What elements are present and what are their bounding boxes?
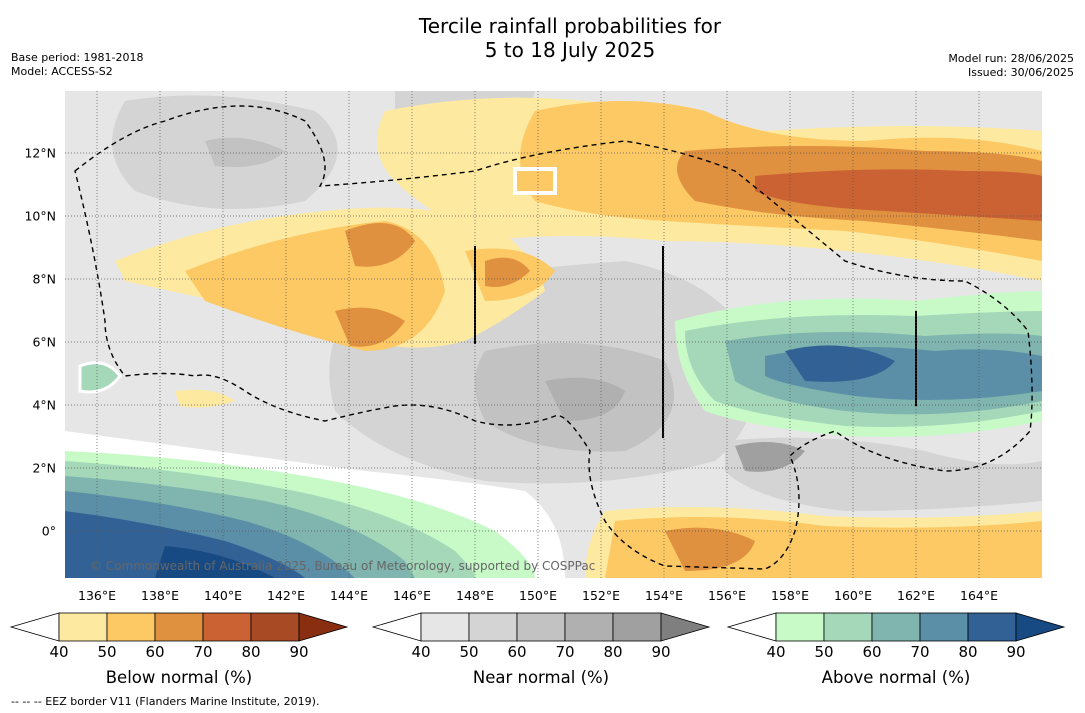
- lon-label-164: 164°E: [959, 588, 999, 603]
- colorbar-segment: [823, 612, 873, 642]
- above-normal-80-southwest: [65, 511, 305, 578]
- below-normal-patch: [513, 167, 557, 195]
- lat-label-0: 0°: [41, 523, 56, 539]
- near-normal-70-central: [545, 377, 625, 421]
- near-normal-60-north: [205, 137, 285, 167]
- above-normal-small-west: [78, 361, 122, 394]
- eez-footnote: -- -- -- EEZ border V11 (Flanders Marine…: [11, 695, 320, 708]
- lon-label-146: 146°E: [392, 588, 432, 603]
- cb1-tick-80: 80: [603, 643, 623, 661]
- lon-label-140: 140°E: [203, 588, 243, 603]
- colorbar-extend-high: [1015, 612, 1066, 642]
- cb0-tick-70: 70: [193, 643, 213, 661]
- colorbar-segment: [58, 612, 108, 642]
- lat-label-10n: 10°N: [24, 208, 56, 224]
- cb2-tick-40: 40: [766, 643, 786, 661]
- above-normal-80-east: [785, 345, 895, 382]
- below-normal-60-west-a: [345, 223, 415, 267]
- colorbar-segment: [919, 612, 969, 642]
- lat-label-4n: 4°N: [32, 397, 56, 413]
- model-name: Model: ACCESS-S2: [11, 65, 113, 78]
- cb1-tick-90: 90: [651, 643, 671, 661]
- model-run: Model run: 28/06/2025: [948, 52, 1074, 65]
- below-normal-60-west-b: [335, 307, 405, 347]
- cb0-tick-50: 50: [97, 643, 117, 661]
- colorbar-segment: [871, 612, 921, 642]
- below-normal-label: Below normal (%): [105, 668, 253, 687]
- lon-label-154: 154°E: [644, 588, 684, 603]
- below-normal-40-small: [175, 389, 235, 408]
- near-normal-50-southeast: [725, 437, 1042, 511]
- cb0-tick-80: 80: [241, 643, 261, 661]
- lon-label-162: 162°E: [896, 588, 936, 603]
- copyright-text: © Commonwealth of Australia 2025, Bureau…: [90, 559, 595, 573]
- colorbar-segment: [468, 612, 518, 642]
- colorbar-segment: [106, 612, 156, 642]
- near-normal-80-southeast: [735, 442, 805, 472]
- cb1-tick-50: 50: [459, 643, 479, 661]
- colorbar-segment: [516, 612, 566, 642]
- colorbar-segment: [612, 612, 662, 642]
- cb2-tick-50: 50: [814, 643, 834, 661]
- lon-label-158: 158°E: [770, 588, 810, 603]
- colorbar-legends: [9, 612, 1066, 642]
- issued-date: Issued: 30/06/2025: [967, 66, 1074, 79]
- cb2-tick-70: 70: [910, 643, 930, 661]
- above-normal-label: Above normal (%): [821, 668, 971, 687]
- lon-label-152: 152°E: [581, 588, 621, 603]
- colorbar-segment: [564, 612, 614, 642]
- colorbar-segment: [420, 612, 470, 642]
- meta-right: Model run: 28/06/2025 Issued: 30/06/2025: [948, 52, 1074, 80]
- map-title: Tercile rainfall probabilities for 5 to …: [0, 14, 1085, 62]
- below-normal-70-north-band: [755, 169, 1042, 221]
- colorbar-segment: [154, 612, 204, 642]
- title-line-1: Tercile rainfall probabilities for: [418, 14, 722, 38]
- cb2-tick-80: 80: [958, 643, 978, 661]
- colorbar-near-normal: [371, 612, 711, 642]
- graticule: [65, 91, 1042, 578]
- lat-label-2n: 2°N: [32, 460, 56, 476]
- lon-label-144: 144°E: [329, 588, 369, 603]
- colorbar-extend-high: [298, 612, 349, 642]
- cb2-tick-60: 60: [862, 643, 882, 661]
- colorbar-segment: [775, 612, 825, 642]
- below-normal-60-center: [485, 257, 530, 287]
- colorbar-extend-low: [9, 612, 60, 642]
- lat-label-8n: 8°N: [32, 271, 56, 287]
- colorbar-above-normal: [726, 612, 1066, 642]
- lon-label-142: 142°E: [266, 588, 306, 603]
- lat-label-12n: 12°N: [24, 145, 56, 161]
- lon-label-138: 138°E: [140, 588, 180, 603]
- colorbar-extend-low: [726, 612, 777, 642]
- eez-border-line: [74, 105, 1033, 570]
- cb0-tick-90: 90: [289, 643, 309, 661]
- below-normal-50-south: [605, 517, 1042, 578]
- cb1-tick-40: 40: [411, 643, 431, 661]
- lat-label-6n: 6°N: [32, 334, 56, 350]
- colorbar-segment: [967, 612, 1017, 642]
- cb0-tick-60: 60: [145, 643, 165, 661]
- cb2-tick-90: 90: [1006, 643, 1026, 661]
- title-line-2: 5 to 18 July 2025: [484, 38, 656, 62]
- lon-label-136: 136°E: [77, 588, 117, 603]
- below-normal-60-south: [665, 527, 755, 571]
- base-period: Base period: 1981-2018: [11, 51, 144, 64]
- lon-label-150: 150°E: [518, 588, 558, 603]
- cb1-tick-60: 60: [507, 643, 527, 661]
- cb0-tick-40: 40: [49, 643, 69, 661]
- lon-label-148: 148°E: [455, 588, 495, 603]
- cb1-tick-70: 70: [555, 643, 575, 661]
- colorbar-below-normal: [9, 612, 349, 642]
- colorbar-segment: [250, 612, 300, 642]
- colorbar-extend-high: [660, 612, 711, 642]
- rainfall-probability-map: © Commonwealth of Australia 2025, Bureau…: [65, 91, 1042, 578]
- above-normal-90-southwest: [155, 546, 275, 578]
- colorbar-segment: [202, 612, 252, 642]
- near-normal-label: Near normal (%): [472, 668, 610, 687]
- meta-left: Base period: 1981-2018 Model: ACCESS-S2: [11, 51, 143, 79]
- lon-label-160: 160°E: [833, 588, 873, 603]
- lon-label-156: 156°E: [707, 588, 747, 603]
- colorbar-extend-low: [371, 612, 422, 642]
